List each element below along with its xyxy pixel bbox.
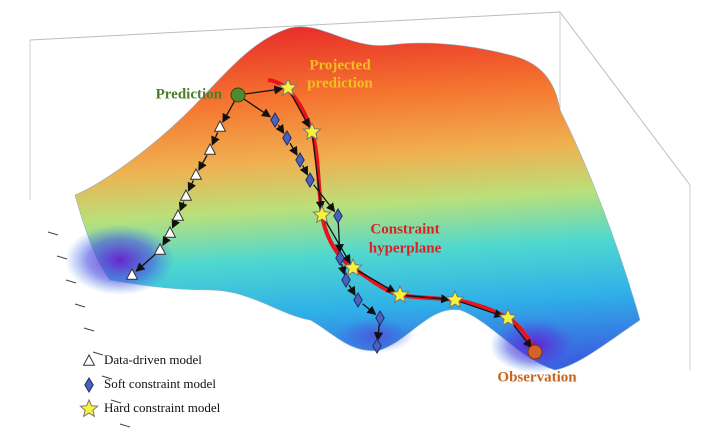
surface	[74, 26, 641, 371]
data-driven-marker	[189, 167, 203, 180]
hard-marker	[302, 121, 322, 141]
soft-arrow	[346, 284, 356, 296]
axis-tick	[56, 255, 68, 260]
axis-tick	[119, 423, 131, 428]
legend-symbol	[82, 353, 96, 366]
soft-marker	[333, 208, 343, 224]
legend-symbol	[84, 377, 94, 393]
data-driven-arrow	[171, 218, 180, 229]
soft-marker	[353, 292, 363, 308]
hard-marker	[278, 77, 298, 97]
hard-arrow	[290, 92, 310, 128]
data-driven-arrow	[222, 99, 236, 123]
data-driven-arrow	[178, 201, 188, 212]
data-driven-marker	[171, 208, 185, 221]
soft-marker	[375, 310, 385, 326]
data-driven-arrow	[162, 235, 171, 246]
observation-point	[527, 344, 543, 360]
data-driven-arrow	[211, 132, 220, 146]
hard-arrow	[511, 322, 533, 349]
soft-arrow	[299, 165, 308, 176]
axis-tick	[47, 231, 59, 236]
legend: Data-driven model Soft constraint model …	[79, 352, 221, 418]
axis-tick	[83, 327, 95, 332]
projected-label: prediction	[307, 75, 373, 91]
constraint-label: hyperplane	[369, 240, 442, 256]
hard-marker	[498, 307, 518, 327]
data-driven-arrow	[187, 180, 197, 192]
data-driven-marker	[179, 188, 193, 201]
data-driven-marker	[153, 242, 167, 255]
hard-marker	[312, 204, 332, 224]
projected-label: Projected	[309, 57, 371, 73]
soft-marker	[305, 172, 315, 188]
data-driven-arrow	[135, 253, 156, 272]
legend-label: Soft constraint model	[104, 376, 216, 391]
prediction-label: Prediction	[156, 86, 223, 102]
hard-marker	[445, 289, 465, 309]
soft-arrow	[313, 184, 336, 213]
trajectories	[125, 77, 543, 360]
soft-marker	[295, 152, 305, 168]
axis-tick	[92, 351, 104, 356]
data-driven-marker	[203, 142, 217, 155]
soft-arrow	[289, 142, 298, 156]
data-driven-marker	[125, 267, 139, 280]
constraint-label: Constraint	[370, 221, 439, 237]
soft-arrow	[362, 303, 377, 316]
axis-tick	[101, 375, 113, 380]
soft-arrow	[373, 323, 383, 342]
hard-arrow	[243, 85, 284, 95]
data-driven-marker	[213, 119, 227, 132]
soft-marker	[270, 112, 280, 128]
prediction-point	[230, 87, 246, 103]
hard-arrow	[405, 294, 451, 304]
data-driven-marker	[163, 225, 177, 238]
soft-marker	[282, 130, 292, 146]
legend-label: Data-driven model	[104, 352, 202, 367]
hard-arrow	[312, 137, 325, 211]
hard-arrow	[324, 219, 351, 264]
soft-arrow	[337, 263, 347, 276]
axis-tick	[65, 279, 77, 284]
soft-arrow	[242, 97, 272, 118]
hard-arrow	[460, 301, 504, 318]
axis-tick	[74, 303, 86, 308]
legend-symbol	[79, 398, 99, 418]
observation-label: Observation	[497, 369, 577, 385]
axis-tick	[110, 399, 122, 404]
hard-marker	[343, 257, 363, 277]
hard-arrow	[357, 270, 396, 293]
data-driven-arrow	[198, 154, 208, 171]
soft-marker	[341, 272, 351, 288]
labels: Prediction Projected prediction Constrai…	[156, 57, 578, 385]
valley-shade	[65, 225, 175, 295]
hard-marker	[390, 284, 410, 304]
legend-label: Hard constraint model	[104, 400, 221, 415]
soft-arrow	[334, 221, 344, 254]
soft-marker	[372, 338, 382, 354]
soft-marker	[335, 250, 345, 266]
soft-arrow	[275, 123, 285, 135]
